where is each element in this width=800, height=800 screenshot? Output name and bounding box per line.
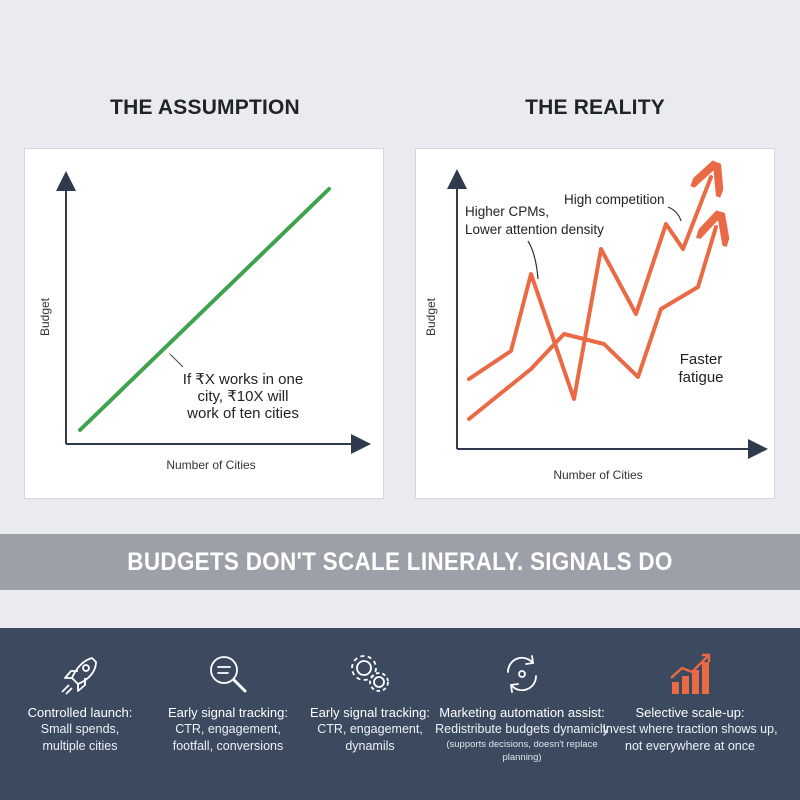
feature-title: Early signal tracking: xyxy=(168,705,288,720)
feature-title: Early signal tracking: xyxy=(310,705,430,720)
feature-early-signal-tracking-2: Early signal tracking: CTR, engagement, … xyxy=(290,638,450,798)
feature-line: dynamils xyxy=(345,739,395,753)
volatile-budget-line-1 xyxy=(467,177,711,401)
callout-faster-fatigue-2: fatigue xyxy=(678,369,723,386)
reality-chart: Budget Number of Cities Higher CPMs, Low… xyxy=(424,149,768,482)
feature-line: Invest where traction shows up, xyxy=(602,722,778,736)
features-bar: Controlled launch: Small spends, multipl… xyxy=(0,628,800,800)
feature-line: Redistribute budgets dynamicly xyxy=(435,722,609,736)
feature-title: Marketing automation assist: xyxy=(439,705,605,720)
assumption-chart-card: Budget Number of Cities If ₹X works in o… xyxy=(24,148,384,499)
headline-banner: BUDGETS DON'T SCALE LINERALY. SIGNALS DO xyxy=(0,534,800,590)
feature-line: not everywhere at once xyxy=(625,739,755,753)
headline-text: BUDGETS DON'T SCALE LINERALY. SIGNALS DO xyxy=(127,547,673,576)
assumption-note-1: If ₹X works in one xyxy=(183,371,303,388)
x-axis-label: Number of Cities xyxy=(553,468,642,482)
feature-footnote: (supports decisions, doesn't replace pla… xyxy=(446,739,598,763)
callout-higher-cpms-2: Lower attention density xyxy=(465,222,604,237)
feature-title: Selective scale-up: xyxy=(635,705,745,720)
reality-title: THE REALITY xyxy=(525,96,665,119)
y-axis-label: Budget xyxy=(424,297,438,336)
x-axis-label: Number of Cities xyxy=(166,458,255,472)
feature-line: CTR, engagement, xyxy=(175,722,281,736)
callout-high-competition: High competition xyxy=(564,192,665,207)
feature-controlled-launch: Controlled launch: Small spends, multipl… xyxy=(0,638,160,798)
callout-faster-fatigue-1: Faster xyxy=(680,351,723,368)
note-pointer xyxy=(169,353,184,368)
linear-growth-line xyxy=(78,187,331,432)
volatile-budget-line-2 xyxy=(467,227,716,421)
assumption-title: THE ASSUMPTION xyxy=(110,96,300,119)
y-axis-label: Budget xyxy=(38,297,52,336)
feature-selective-scale-up: Selective scale-up: Invest where tractio… xyxy=(602,638,778,798)
assumption-chart: Budget Number of Cities If ₹X works in o… xyxy=(38,171,371,472)
feature-line: footfall, conversions xyxy=(172,739,284,753)
feature-marketing-automation: Marketing automation assist: Redistribut… xyxy=(435,638,609,798)
feature-title: Controlled launch: xyxy=(27,705,133,720)
feature-early-signal-tracking: Early signal tracking: CTR, engagement, … xyxy=(148,638,308,798)
assumption-note-2: city, ₹10X will xyxy=(198,388,289,405)
callout-higher-cpms-1: Higher CPMs, xyxy=(465,204,549,219)
bar-growth-icon xyxy=(664,648,716,700)
feature-line: CTR, engagement, xyxy=(317,722,423,736)
reality-chart-card: Budget Number of Cities Higher CPMs, Low… xyxy=(415,148,775,499)
assumption-note-3: work of ten cities xyxy=(186,405,299,422)
callout-higher-cpms-pointer xyxy=(527,240,539,280)
gears-icon xyxy=(344,648,396,700)
refresh-icon xyxy=(496,648,548,700)
feature-line: multiple cities xyxy=(42,739,118,753)
feature-line: Small spends, xyxy=(40,722,120,736)
rocket-icon xyxy=(54,648,106,700)
magnifier-icon xyxy=(202,648,254,700)
callout-high-competition-pointer xyxy=(667,206,682,222)
